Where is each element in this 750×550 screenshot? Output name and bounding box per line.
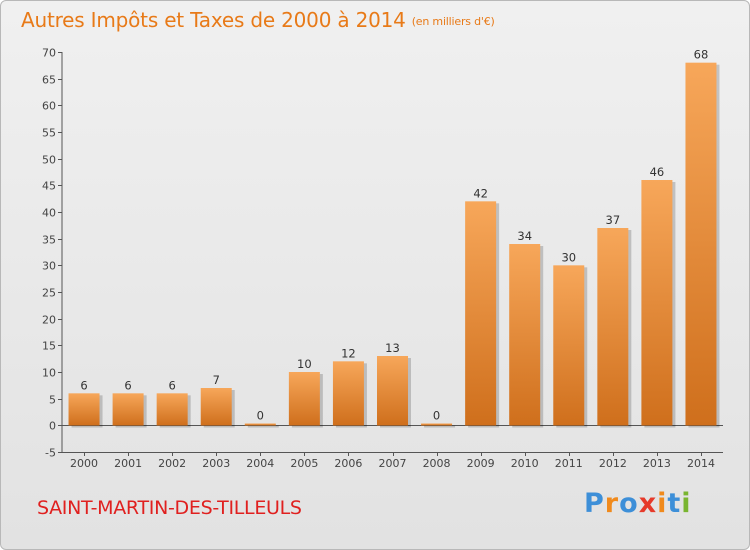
data-label: 10 <box>297 357 312 371</box>
y-tick-label: 0 <box>49 420 56 433</box>
bar-2002 <box>156 393 188 426</box>
chart-title: Autres Impôts et Taxes de 2000 à 2014 (en… <box>21 8 495 32</box>
logo-letter: i <box>681 488 692 519</box>
bar-2008 <box>421 423 453 426</box>
commune-name: SAINT-MARTIN-DES-TILLEULS <box>37 497 302 519</box>
y-tick-label: 65 <box>42 74 56 87</box>
bar-2012 <box>597 228 629 426</box>
data-label: 7 <box>213 373 220 387</box>
data-label: 6 <box>124 378 131 392</box>
y-tick-label: 25 <box>42 287 56 300</box>
x-tick-label: 2012 <box>599 457 627 470</box>
data-label: 0 <box>433 409 440 423</box>
logo-letter: x <box>638 488 658 519</box>
x-tick-label: 2006 <box>334 457 362 470</box>
data-label: 34 <box>517 229 532 243</box>
y-tick-label: 5 <box>49 394 56 407</box>
x-tick-label: 2001 <box>114 457 142 470</box>
x-tick-label: 2007 <box>379 457 407 470</box>
data-label: 6 <box>169 378 176 392</box>
data-label: 68 <box>694 48 709 62</box>
x-tick-label: 2002 <box>158 457 186 470</box>
bar-2010 <box>509 244 541 426</box>
y-tick-label: 30 <box>42 260 56 273</box>
bar-2011 <box>553 265 585 426</box>
bar-2001 <box>112 393 144 426</box>
x-tick-label: 2005 <box>290 457 318 470</box>
x-tick-label: 2011 <box>555 457 583 470</box>
bar-shadow <box>247 425 279 428</box>
bar-shadow <box>424 425 456 428</box>
x-tick-label: 2010 <box>511 457 539 470</box>
y-tick-label: -5 <box>45 447 56 460</box>
data-label: 46 <box>650 165 665 179</box>
y-tick-label: 35 <box>42 234 56 247</box>
logo-letter: o <box>619 488 639 519</box>
x-tick-label: 2000 <box>70 457 98 470</box>
logo-letter: i <box>657 488 668 519</box>
logo-letter: P <box>584 488 605 519</box>
y-tick-label: 45 <box>42 180 56 193</box>
logo-letter: t <box>667 488 682 519</box>
chart-unit: (en milliers d'€) <box>411 15 495 28</box>
data-label: 12 <box>341 346 356 360</box>
bar-2006 <box>332 361 364 426</box>
y-tick-label: 70 <box>42 47 56 60</box>
y-tick-label: 10 <box>42 367 56 380</box>
bar-2013 <box>641 180 673 426</box>
x-tick-label: 2003 <box>202 457 230 470</box>
y-tick-label: 40 <box>42 207 56 220</box>
logo-letter: r <box>604 488 620 519</box>
chart-title-text: Autres Impôts et Taxes de 2000 à 2014 <box>21 8 406 32</box>
x-tick-label: 2008 <box>423 457 451 470</box>
y-tick-label: 55 <box>42 127 56 140</box>
proxiti-logo[interactable]: Proxiti <box>584 488 692 519</box>
bar-2007 <box>377 356 408 426</box>
bar-2004 <box>244 423 276 426</box>
x-tick-label: 2014 <box>687 457 715 470</box>
x-tick-label: 2013 <box>643 457 671 470</box>
y-tick-label: 20 <box>42 314 56 327</box>
bar-2003 <box>200 388 232 426</box>
data-label: 37 <box>606 213 621 227</box>
bar-2014 <box>685 62 717 426</box>
data-label: 30 <box>561 250 576 264</box>
data-label: 13 <box>385 341 400 355</box>
y-tick-label: 50 <box>42 154 56 167</box>
y-tick-label: 60 <box>42 100 56 113</box>
x-tick-label: 2004 <box>246 457 274 470</box>
data-label: 42 <box>473 186 488 200</box>
x-tick-label: 2009 <box>467 457 495 470</box>
y-tick-label: 15 <box>42 340 56 353</box>
bar-2000 <box>68 393 100 426</box>
data-label: 6 <box>80 378 87 392</box>
data-label: 0 <box>257 409 264 423</box>
bar-2005 <box>288 372 320 426</box>
bar-2009 <box>465 201 497 426</box>
